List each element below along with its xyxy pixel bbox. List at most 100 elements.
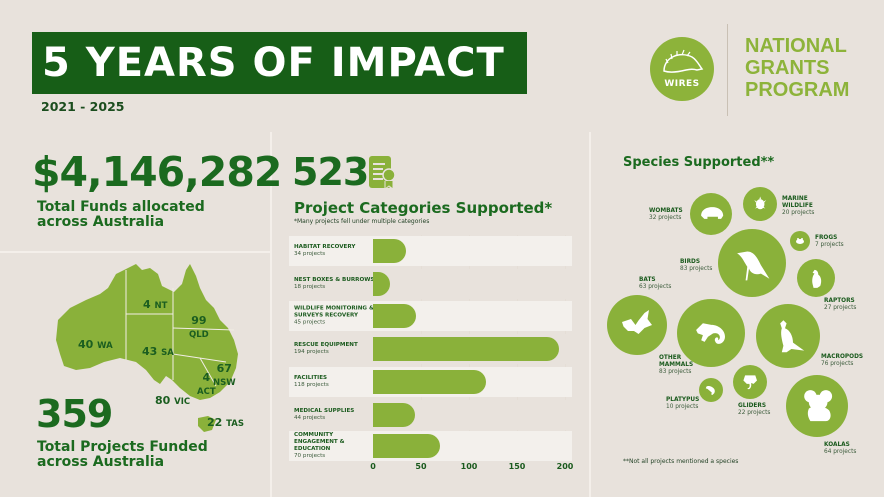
species-bubble-frogs [790, 231, 810, 251]
bar-fill [373, 403, 416, 427]
label-line: across Australia [37, 214, 165, 230]
category-count: 18 projects [294, 284, 326, 290]
logo-text: WIRES [664, 79, 700, 89]
species-name: RAPTORS [824, 298, 855, 304]
species-bubble-raptors [797, 259, 835, 297]
x-axis-tick: 100 [460, 462, 478, 471]
category-count: 34 projects [294, 251, 326, 257]
bar-label: WILDLIFE MONITORING & SURVEYS RECOVERY 45… [294, 306, 378, 327]
state-code: NT [154, 301, 168, 311]
state-code: ACT [197, 387, 216, 397]
program-line-3: PROGRAM [745, 79, 850, 101]
species-bubble-other-mammals [677, 299, 745, 367]
species-bubble-marine-wildlife [743, 187, 777, 221]
species-count: 7 projects [815, 242, 844, 248]
state-count: 80 [155, 394, 171, 407]
species-label-frogs: FROGS 7 projects [815, 235, 844, 249]
map-label-qld: 99 QLD [189, 314, 209, 340]
map-label-wa: 40 WA [78, 338, 113, 351]
species-bubble-gliders [733, 365, 767, 399]
total-funds-label: Total Funds allocated across Australia [37, 200, 205, 230]
species-name: WOMBATS [649, 208, 683, 214]
state-count: 4 [202, 371, 211, 384]
state-count: 22 [207, 416, 223, 429]
species-label-gliders: GLIDERS 22 projects [738, 403, 770, 417]
species-name: WILDLIFE [782, 203, 813, 209]
species-bubble-birds [718, 229, 786, 297]
species-label-raptors: RAPTORS 27 projects [824, 298, 856, 312]
species-count: 22 projects [738, 410, 771, 416]
category-name: RESCUE EQUIPMENT [294, 342, 358, 348]
echidna-icon [663, 49, 704, 73]
state-code: NSW [213, 378, 236, 388]
state-count: 43 [142, 345, 158, 358]
bar-row: WILDLIFE MONITORING & SURVEYS RECOVERY 45… [289, 301, 572, 331]
species-count: 64 projects [824, 449, 857, 455]
map-label-sa: 43 SA [142, 345, 174, 358]
category-count: 194 projects [294, 349, 329, 355]
species-label-marine-wildlife: MARINE WILDLIFE 20 projects [782, 196, 814, 217]
species-label-bats: BATS 63 projects [639, 277, 671, 291]
australia-map-shape [56, 264, 238, 432]
bat-icon [622, 310, 652, 334]
map-label-tas: 22 TAS [207, 416, 244, 429]
state-code: VIC [174, 397, 191, 407]
total-projects-count: 359 [36, 392, 113, 436]
category-count: 118 projects [294, 382, 329, 388]
bar-fill [373, 434, 441, 458]
x-axis-tick: 200 [556, 462, 574, 471]
platypus-icon [705, 385, 715, 395]
species-count: 83 projects [680, 266, 713, 272]
species-label-birds: BIRDS 83 projects [680, 259, 712, 273]
category-name: NEST BOXES & BURROWS [294, 277, 375, 283]
wires-logo: WIRES [650, 37, 714, 101]
species-label-platypus: PLATYPUS 10 projects [666, 397, 699, 411]
chameleon-icon [695, 322, 725, 344]
species-bubble-koalas [786, 375, 848, 437]
species-bubble-macropods [756, 304, 820, 368]
bar-fill [373, 337, 560, 361]
year-range: 2021 - 2025 [41, 99, 125, 114]
program-line-1: NATIONAL [745, 35, 847, 57]
category-name: COMMUNITY ENGAGEMENT & EDUCATION [294, 432, 345, 452]
category-count: 70 projects [294, 453, 326, 459]
map-label-nsw: 67 NSW [213, 362, 236, 388]
species-count: 76 projects [821, 361, 854, 367]
species-label-other-mammals: OTHER MAMMALS 83 projects [659, 355, 693, 376]
bar-row: COMMUNITY ENGAGEMENT & EDUCATION 70 proje… [289, 431, 572, 461]
species-name: GLIDERS [738, 403, 767, 409]
label-line: across Australia [37, 454, 165, 470]
species-count: 63 projects [639, 284, 672, 290]
species-footnote: **Not all projects mentioned a species [623, 458, 739, 465]
species-name: OTHER [659, 355, 682, 361]
state-code: TAS [226, 419, 244, 429]
species-name: MAMMALS [659, 362, 694, 368]
bar-label: FACILITIES 118 projects [294, 375, 378, 389]
category-name: FACILITIES [294, 375, 328, 381]
bar-label: RESCUE EQUIPMENT 194 projects [294, 342, 378, 356]
bird-icon [736, 251, 769, 280]
bar-label: MEDICAL SUPPLIES 44 projects [294, 408, 378, 422]
bar-label: NEST BOXES & BURROWS 18 projects [294, 277, 378, 291]
map-label-act: 4 ACT [197, 371, 216, 397]
categories-footnote: *Many projects fell under multiple categ… [294, 218, 430, 225]
turtle-icon [754, 196, 766, 210]
label-line: Total Projects Funded [37, 439, 208, 455]
category-name: WILDLIFE MONITORING & SURVEYS RECOVERY [294, 305, 374, 319]
wombat-icon [701, 207, 724, 220]
species-label-macropods: MACROPODS 76 projects [821, 354, 863, 368]
category-name: MEDICAL SUPPLIES [294, 408, 355, 414]
kangaroo-icon [779, 319, 804, 352]
x-axis-tick: 50 [415, 462, 427, 471]
panel-divider [0, 251, 270, 253]
species-title: Species Supported** [623, 155, 775, 170]
frog-icon [796, 238, 804, 244]
species-count: 32 projects [649, 215, 682, 221]
map-label-vic: 80 VIC [155, 394, 190, 407]
species-name: KOALAS [824, 442, 850, 448]
bar-row: NEST BOXES & BURROWS 18 projects [289, 269, 572, 299]
koala-icon [804, 390, 833, 422]
bar-fill [373, 370, 487, 394]
category-count: 44 projects [294, 415, 326, 421]
species-label-wombats: WOMBATS 32 projects [649, 208, 683, 222]
